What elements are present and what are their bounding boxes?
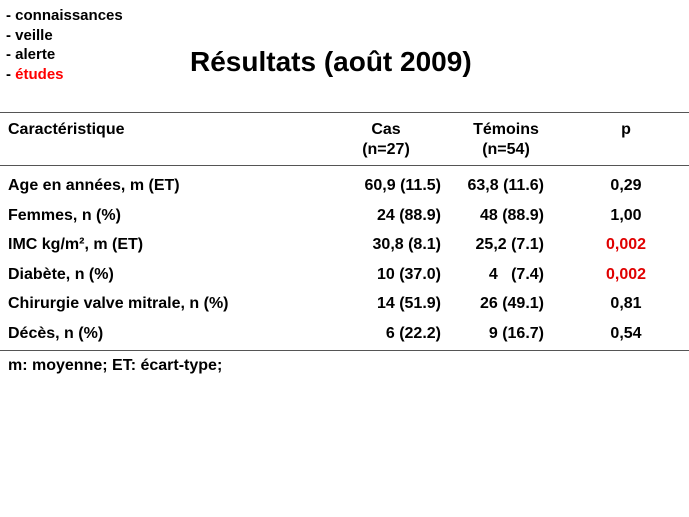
row-label: Diabète, n (%)	[8, 265, 114, 283]
table-bottom-rule	[0, 349, 689, 351]
header-cases-count: (n=27)	[362, 141, 410, 158]
row-controls-value: 26 (49.1)	[479, 295, 544, 313]
row-p-value: 1,00	[610, 206, 642, 224]
nav-item-alerte[interactable]: - alerte	[6, 46, 56, 63]
row-controls-value: 48 (88.9)	[479, 206, 544, 224]
nav-item-etudes-label: études	[15, 65, 64, 83]
row-label: IMC kg/m², m (ET)	[8, 236, 144, 254]
table-header: Caractéristique Cas (n=27) Témoins (n=54…	[0, 113, 689, 165]
table-row: IMC kg/m², m (ET) 30,8 (8.1) 25,2 (7.1) …	[0, 231, 689, 261]
table-body: Age en années, m (ET) 60,9 (11.5) 63,8 (…	[0, 166, 689, 350]
table-row: Femmes, n (%) 24 (88.9) 48 (88.9) 1,00	[0, 202, 689, 232]
row-label: Décès, n (%)	[8, 324, 104, 342]
table-top-rule	[0, 112, 689, 113]
row-label: Femmes, n (%)	[8, 206, 121, 224]
row-p-value: 0,002	[605, 265, 647, 283]
row-cases-value: 10 (37.0)	[376, 265, 441, 283]
row-p-value: 0,81	[610, 295, 642, 313]
header-p-value: p	[621, 121, 631, 138]
row-cases-value: 60,9 (11.5)	[364, 177, 442, 194]
table-row: Chirurgie valve mitrale, n (%) 14 (51.9)…	[0, 290, 689, 320]
row-cases-value: 30,8 (8.1)	[372, 236, 441, 254]
table-row: Age en années, m (ET) 60,9 (11.5) 63,8 (…	[0, 172, 689, 202]
row-controls-value: 25,2 (7.1)	[475, 236, 544, 254]
header-cases-label: Cas	[371, 121, 401, 138]
header-controls-label: Témoins	[473, 121, 539, 138]
row-p-value: 0,002	[605, 236, 647, 254]
row-controls-value: 4 (7.4)	[488, 265, 544, 283]
nav-item-dash: -	[6, 65, 16, 83]
table-footnote: m: moyenne; ET: écart-type;	[8, 356, 223, 374]
page-title: Résultats (août 2009)	[190, 46, 472, 77]
results-table: Caractéristique Cas (n=27) Témoins (n=54…	[0, 112, 689, 375]
row-label: Chirurgie valve mitrale, n (%)	[8, 295, 229, 313]
table-header-rule	[0, 165, 689, 166]
header-controls-count: (n=54)	[482, 141, 530, 158]
row-p-value: 0,29	[610, 177, 642, 194]
header-characteristic: Caractéristique	[8, 121, 125, 138]
row-controls-value: 63,8 (11.6)	[467, 177, 545, 194]
header-cases: Cas (n=27)	[346, 120, 426, 160]
section-nav: - connaissances - veille - alerte - étud…	[6, 6, 123, 84]
row-label: Age en années, m (ET)	[8, 177, 180, 194]
row-cases-value: 6 (22.2)	[385, 324, 441, 342]
table-row: Décès, n (%) 6 (22.2) 9 (16.7) 0,54	[0, 320, 689, 350]
nav-item-etudes[interactable]: - études	[6, 65, 123, 85]
row-cases-value: 24 (88.9)	[376, 206, 441, 224]
header-controls: Témoins (n=54)	[460, 120, 552, 160]
row-cases-value: 14 (51.9)	[376, 295, 441, 313]
nav-item-connaissances[interactable]: - connaissances	[6, 7, 123, 24]
row-controls-value: 9 (16.7)	[488, 324, 544, 342]
table-row: Diabète, n (%) 10 (37.0) 4 (7.4) 0,002	[0, 261, 689, 291]
nav-item-veille[interactable]: - veille	[6, 26, 53, 44]
row-p-value: 0,54	[610, 324, 642, 342]
